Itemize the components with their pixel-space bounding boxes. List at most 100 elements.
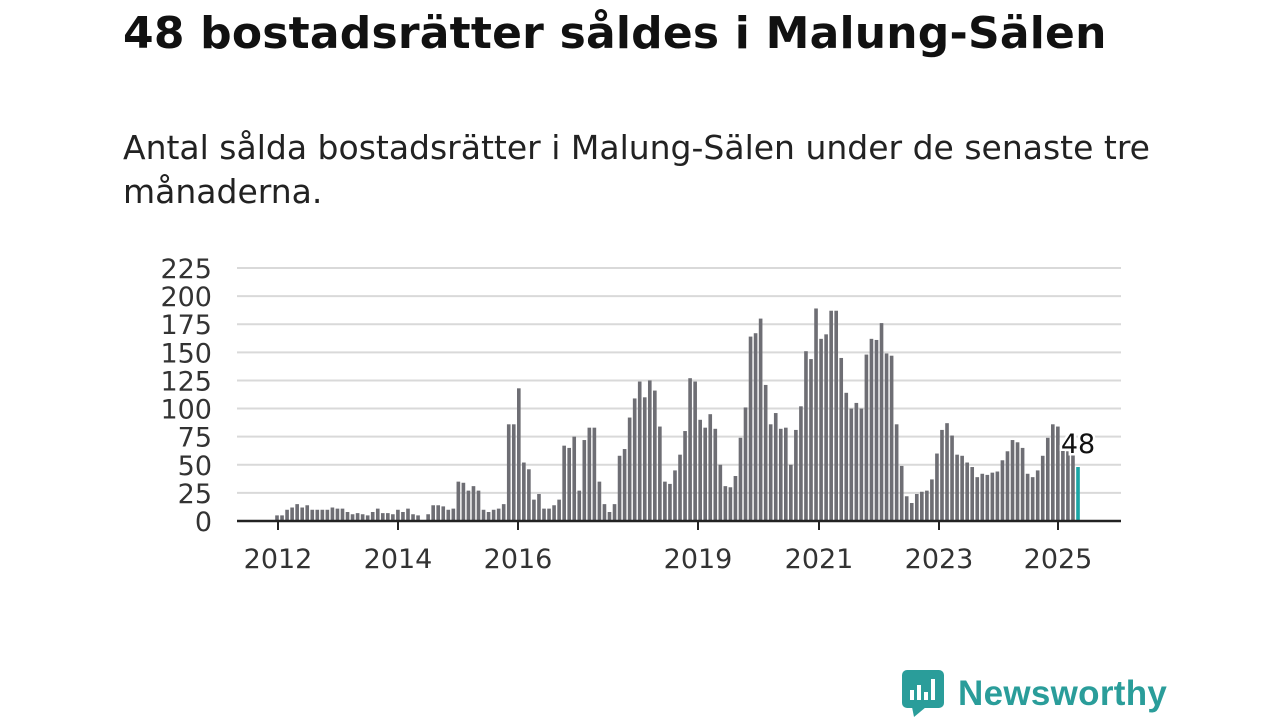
bar: [532, 499, 536, 521]
bar: [380, 513, 385, 521]
bar: [431, 505, 435, 521]
bar: [894, 424, 899, 521]
bar: [799, 406, 803, 521]
bar: [930, 479, 934, 521]
bar: [738, 437, 743, 521]
bar: [728, 487, 733, 521]
bar: [411, 514, 415, 521]
bar: [572, 436, 577, 521]
bar: [829, 310, 833, 521]
bar: [416, 515, 420, 521]
bar: [617, 455, 622, 521]
bar: [527, 469, 531, 521]
bar: [375, 508, 380, 521]
bar: [1061, 449, 1065, 521]
bar: [789, 464, 793, 521]
bar: [985, 474, 990, 521]
bar: [970, 467, 975, 521]
bar: [370, 512, 375, 521]
bar: [345, 512, 350, 521]
bar: [280, 515, 284, 521]
bar: [960, 455, 964, 521]
bar: [768, 424, 773, 521]
bar: [461, 482, 466, 521]
bar: [889, 355, 894, 521]
bar: [441, 506, 446, 521]
bar: [481, 509, 486, 521]
bar: [980, 473, 985, 521]
bar: [340, 508, 345, 521]
bar: [1015, 442, 1020, 521]
bar: [577, 490, 582, 521]
bar: [814, 308, 818, 521]
y-tick-label: 225: [160, 254, 212, 285]
brand-logo[interactable]: Newsworthy: [902, 670, 1167, 718]
bar: [844, 392, 849, 521]
bar: [1010, 440, 1015, 521]
bar: [471, 486, 476, 521]
bar: [391, 514, 395, 521]
bar: [784, 427, 788, 521]
bar: [758, 318, 763, 521]
bar: [446, 509, 451, 521]
bar: [718, 464, 723, 521]
bar: [899, 465, 904, 521]
chart-subtitle: Antal sålda bostadsrätter i Malung-Sälen…: [123, 128, 1150, 211]
bar: [602, 504, 607, 521]
bar: [1030, 477, 1035, 521]
bar: [819, 338, 823, 521]
bar: [330, 507, 335, 521]
bar: [456, 481, 461, 521]
bar: [1045, 437, 1050, 521]
bar: [874, 339, 879, 521]
bar: [940, 429, 944, 521]
bar: [295, 504, 299, 521]
bar: [935, 453, 939, 521]
bars: [275, 308, 1080, 521]
bar: [300, 507, 305, 521]
bar: [673, 470, 677, 521]
bar: [647, 380, 652, 521]
bar: [678, 454, 682, 521]
bar: [501, 504, 506, 521]
bar: [486, 512, 491, 521]
bar: [350, 514, 355, 521]
bar: [637, 381, 642, 521]
bar: [708, 414, 713, 521]
bar: [723, 486, 728, 521]
bar: [396, 509, 400, 521]
bar: [1056, 426, 1060, 521]
bar: [491, 509, 496, 521]
bar: [1025, 473, 1030, 521]
bar: [522, 462, 526, 521]
y-tick-label: 200: [160, 282, 212, 313]
x-tick-label: 2023: [905, 544, 974, 575]
bar: [1000, 460, 1005, 521]
bar: [839, 357, 844, 521]
bar: [607, 512, 612, 521]
bar: [335, 508, 340, 521]
bar: [1066, 451, 1070, 521]
bar: [884, 353, 889, 521]
bar: [1035, 470, 1040, 521]
bar: [1051, 424, 1055, 521]
bar: [547, 508, 551, 521]
bar: [386, 513, 390, 521]
bar: [733, 476, 738, 521]
bar: [809, 359, 813, 521]
bar: [315, 509, 320, 521]
bar: [658, 426, 662, 521]
bar: [562, 445, 566, 521]
bar: [426, 514, 430, 521]
bar: [663, 481, 667, 521]
x-tick-label: 2012: [244, 544, 313, 575]
bar: [778, 428, 783, 521]
y-tick-label: 0: [195, 507, 212, 538]
bar: [567, 447, 572, 521]
bar: [879, 323, 884, 521]
bar: [653, 390, 657, 521]
x-axis-ticks: 2012 2014 2016 2019 2021 2023 2025: [244, 521, 1092, 575]
bar: [950, 435, 954, 521]
bar: [668, 483, 672, 521]
